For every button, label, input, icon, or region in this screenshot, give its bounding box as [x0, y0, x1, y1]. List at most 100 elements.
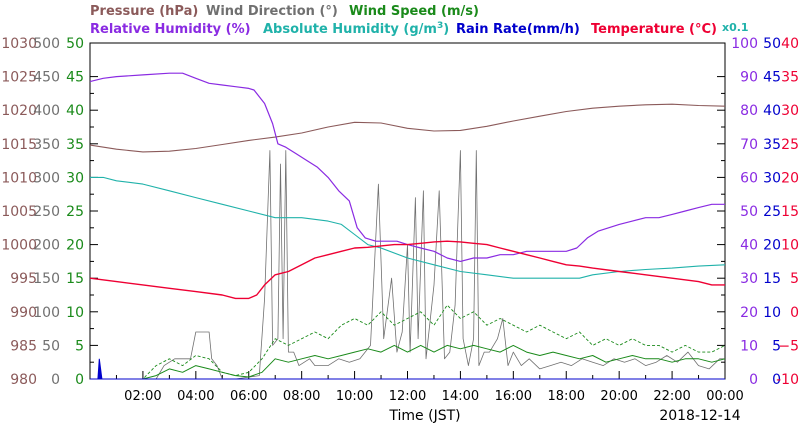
y-right-tick-label-rh: 0: [749, 372, 758, 388]
y-right-tick-label-rain: 5: [772, 338, 781, 354]
y-left-tick-label-wdir: 0: [51, 372, 60, 388]
y-left-tick-label-pressure: 1010: [1, 170, 37, 186]
y-left-tick-label-wspeed: 5: [75, 338, 84, 354]
series-line-rh: [89, 72, 725, 262]
y-right-tick-label-rh: 30: [740, 271, 758, 287]
series-layer: [89, 72, 726, 380]
y-left-tick-label-wdir: 300: [33, 170, 60, 186]
y-left-tick-label-wdir: 450: [33, 70, 60, 86]
legend-wind-speed: Wind Speed (m/s): [349, 4, 479, 19]
series-line-wdir: [90, 150, 725, 380]
y-left-tick-label-pressure: 1015: [1, 137, 37, 153]
y-right-tick-label-rh: 50: [740, 204, 758, 220]
x-tick-label: 02:00: [124, 389, 161, 404]
y-left-tick-label-wspeed: 20: [66, 238, 84, 254]
y-right-tick-label-rain: 0: [772, 372, 781, 388]
y-left-tick-label-wspeed: 40: [66, 103, 84, 119]
y-right-tick-label-temp: −5: [778, 338, 799, 354]
y-right-tick-label-temp: 30: [781, 103, 799, 119]
x-tick-label: 12:00: [389, 389, 426, 404]
y-left-tick-label-pressure: 990: [10, 305, 37, 321]
y-left-tick-label-pressure: 995: [10, 271, 37, 287]
y-left-tick-label-wdir: 350: [33, 137, 60, 153]
y-left-tick-label-pressure: 1025: [1, 70, 37, 86]
legend-ah-label: Absolute Humidity (g/m: [263, 22, 437, 37]
y-right-tick-label-temp: 10: [781, 238, 799, 254]
legend-ah-close: ): [443, 22, 449, 37]
legend-absolute-humidity: Absolute Humidity (g/m3): [263, 21, 449, 37]
y-left-tick-label-wspeed: 50: [66, 36, 84, 52]
y-right-tick-label-temp: 0: [790, 305, 799, 321]
grid: [90, 76, 725, 379]
y-left-tick-label-wspeed: 15: [66, 271, 84, 287]
x-tick-label: 06:00: [230, 389, 267, 404]
y-left-tick-label-wdir: 500: [33, 36, 60, 52]
y-left-tick-label-wdir: 250: [33, 204, 60, 220]
y-left-tick-label-wdir: 400: [33, 103, 60, 119]
y-left-tick-label-wspeed: 10: [66, 305, 84, 321]
legend-wind-direction: Wind Direction (°): [206, 4, 338, 19]
y-left-tick-label-wdir: 200: [33, 238, 60, 254]
y-right-tick-label-rain: 25: [763, 204, 781, 220]
y-right-tick-label-rain: 30: [763, 170, 781, 186]
x-tick-label: 08:00: [283, 389, 320, 404]
y-right-tick-label-rh: 70: [740, 137, 758, 153]
legend-relative-humidity: Relative Humidity (%): [90, 22, 251, 37]
x-axis-label: Time (JST): [388, 408, 460, 424]
legend-ah-sup: 3: [437, 21, 443, 31]
y-right-tick-label-rain: 15: [763, 271, 781, 287]
series-area-rain: [90, 358, 725, 380]
y-right-tick-label-rain: 50: [763, 36, 781, 52]
plot-frame: [89, 42, 726, 380]
x-tick-label: 18:00: [548, 389, 585, 404]
y-right-tick-label-rh: 90: [740, 70, 758, 86]
y-right-tick-label-temp: 35: [781, 70, 799, 86]
x-tick-label: 10:00: [336, 389, 373, 404]
axes-layer: 02:00 04:00 06:00 08:00 10:00 12:00 14:00 16:00…: [1, 36, 799, 404]
y-left-tick-label-wspeed: 30: [66, 170, 84, 186]
legend: Pressure (hPa) Wind Direction (°) Wind S…: [90, 4, 749, 37]
x-tick-label: 14:00: [442, 389, 479, 404]
y-right-tick-label-temp: 15: [781, 204, 799, 220]
y-right-tick-label-temp: 40: [781, 36, 799, 52]
y-right-tick-label-rain: 10: [763, 305, 781, 321]
y-right-tick-label-rh: 20: [740, 305, 758, 321]
y-left-tick-label-pressure: 980: [10, 372, 37, 388]
legend-pressure: Pressure (hPa): [90, 4, 198, 19]
y-right-tick-label-rh: 10: [740, 338, 758, 354]
y-left-tick-label-wspeed: 25: [66, 204, 84, 220]
y-left-tick-label-pressure: 1030: [1, 36, 37, 52]
y-left-tick-label-wdir: 150: [33, 271, 60, 287]
y-right-tick-label-temp: 5: [790, 271, 799, 287]
x-tick-label: 22:00: [653, 389, 690, 404]
chart-date: 2018-12-14: [659, 408, 740, 424]
legend-scale-note: x0.1: [722, 21, 749, 34]
y-left-tick-label-wspeed: 35: [66, 137, 84, 153]
y-left-tick-label-wspeed: 45: [66, 70, 84, 86]
y-right-tick-label-rh: 40: [740, 238, 758, 254]
series-line-temp: [89, 240, 725, 300]
y-right-tick-label-rain: 20: [763, 238, 781, 254]
y-right-tick-label-temp: 20: [781, 170, 799, 186]
legend-temperature: Temperature (°C): [591, 22, 717, 37]
y-right-tick-label-rh: 100: [731, 36, 758, 52]
y-right-tick-label-rh: 80: [740, 103, 758, 119]
y-right-tick-label-rain: 35: [763, 137, 781, 153]
legend-rain-rate: Rain Rate(mm/h): [456, 22, 580, 37]
series-line-wspeed_gust: [90, 304, 726, 380]
y-right-tick-label-temp: -10: [776, 372, 799, 388]
x-tick-label: 20:00: [600, 389, 637, 404]
series-line-wspeed_avg: [90, 344, 726, 380]
y-left-tick-label-pressure: 1005: [1, 204, 37, 220]
y-left-tick-label-pressure: 1020: [1, 103, 37, 119]
y-right-tick-label-rh: 60: [740, 170, 758, 186]
y-right-tick-label-rain: 40: [763, 103, 781, 119]
x-tick-label: 00:00: [706, 389, 743, 404]
y-left-tick-label-pressure: 985: [10, 338, 37, 354]
y-left-tick-label-wdir: 100: [33, 305, 60, 321]
series-line-ah: [90, 176, 726, 279]
y-left-tick-label-wdir: 50: [42, 338, 60, 354]
x-tick-label: 16:00: [495, 389, 532, 404]
y-left-tick-label-pressure: 1000: [1, 238, 37, 254]
